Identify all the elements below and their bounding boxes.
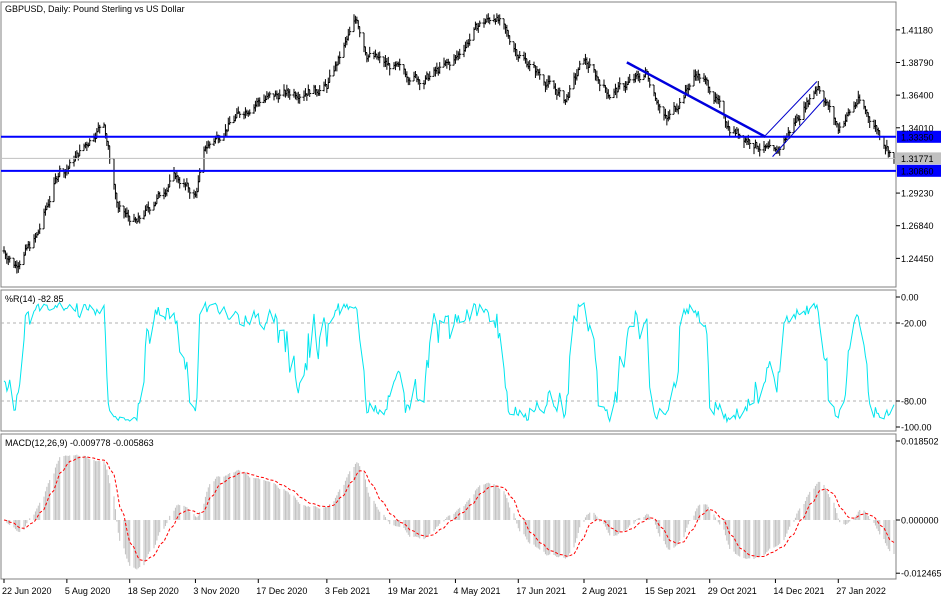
price-panel-frame bbox=[0, 1, 897, 288]
wpr-panel-frame bbox=[0, 289, 897, 432]
time-label-14-Dec-2021: 14 Dec 2021 bbox=[773, 586, 824, 596]
price-tick-label-1.26840: 1.26840 bbox=[901, 221, 934, 231]
time-label-5-Aug-2020: 5 Aug 2020 bbox=[65, 586, 111, 596]
wpr-layer bbox=[1, 300, 896, 424]
wpr-tick-label--80.00: -80.00 bbox=[901, 397, 927, 407]
macd-title: MACD(12,26,9) -0.009778 -0.005863 bbox=[5, 438, 154, 448]
wpr-axis: 0.00 -20.00 -80.00 -100.00 bbox=[896, 293, 932, 433]
channel-upper-line bbox=[765, 81, 818, 136]
wpr-tick-label--20.00: -20.00 bbox=[901, 319, 927, 329]
price-tick-label-1.29230: 1.29230 bbox=[901, 189, 934, 199]
time-label-17-Dec-2020: 17 Dec 2020 bbox=[256, 586, 307, 596]
macd-signal-line bbox=[3, 456, 895, 562]
wpr-tick-label-0.00: 0.00 bbox=[901, 293, 919, 303]
price-label-box-1.30860 bbox=[897, 164, 941, 177]
price-label-1.33350: 1.33350 bbox=[901, 132, 934, 142]
time-label-17-Jun-2021: 17 Jun 2021 bbox=[516, 586, 566, 596]
time-label-18-Sep-2020: 18 Sep 2020 bbox=[128, 586, 179, 596]
time-label-22-Jun-2020: 22 Jun 2020 bbox=[2, 586, 52, 596]
price-label-box-1.31771 bbox=[897, 152, 941, 165]
macd-layer bbox=[3, 454, 895, 570]
wpr-line bbox=[3, 300, 895, 424]
time-label-29-Oct-2021: 29 Oct 2021 bbox=[708, 586, 757, 596]
macd-tick-label-0.018502: 0.018502 bbox=[901, 436, 939, 446]
price-label-1.31771: 1.31771 bbox=[901, 154, 934, 164]
macd-tick-label--0.012465: -0.012465 bbox=[901, 569, 942, 579]
time-axis: 22 Jun 2020 5 Aug 2020 18 Sep 2020 3 Nov 20… bbox=[2, 579, 886, 596]
wpr-title: %R(14) -82.85 bbox=[5, 294, 64, 304]
price-tick-label-1.34010: 1.34010 bbox=[901, 123, 934, 133]
price-tick-label-1.38790: 1.38790 bbox=[901, 58, 934, 68]
price-overlays bbox=[1, 61, 896, 172]
time-label-3-Feb-2021: 3 Feb 2021 bbox=[325, 586, 371, 596]
price-tick-label-1.24450: 1.24450 bbox=[901, 254, 934, 264]
price-label-1.30860: 1.30860 bbox=[901, 166, 934, 176]
macd-panel-frame bbox=[0, 433, 897, 580]
macd-tick-label-0.000000: 0.000000 bbox=[901, 515, 939, 525]
time-label-15-Sep-2021: 15 Sep 2021 bbox=[645, 586, 696, 596]
time-label-3-Nov-2020: 3 Nov 2020 bbox=[193, 586, 239, 596]
price-label-box-1.33350 bbox=[897, 130, 941, 143]
price-tick-label-1.41180: 1.41180 bbox=[901, 25, 933, 35]
time-label-2-Aug-2021: 2 Aug 2021 bbox=[582, 586, 628, 596]
time-label-27-Jan-2022: 27 Jan 2022 bbox=[836, 586, 886, 596]
price-tick-label-1.36400: 1.36400 bbox=[901, 91, 934, 101]
time-label-4-May-2021: 4 May 2021 bbox=[453, 586, 500, 596]
macd-axis: 0.018502 0.000000 -0.012465 bbox=[896, 436, 942, 579]
channel-lower-line bbox=[772, 98, 825, 157]
price-axis: 1.33350 1.30860 1.31771 1.41180 1.38790 1.364… bbox=[896, 25, 941, 264]
time-label-19-Mar-2021: 19 Mar 2021 bbox=[388, 586, 439, 596]
wpr-tick-label--100.00: -100.00 bbox=[901, 423, 932, 433]
price-chart-title: GBPUSD, Daily: Pound Sterling vs US Doll… bbox=[5, 4, 185, 14]
downtrend-line bbox=[626, 61, 767, 138]
